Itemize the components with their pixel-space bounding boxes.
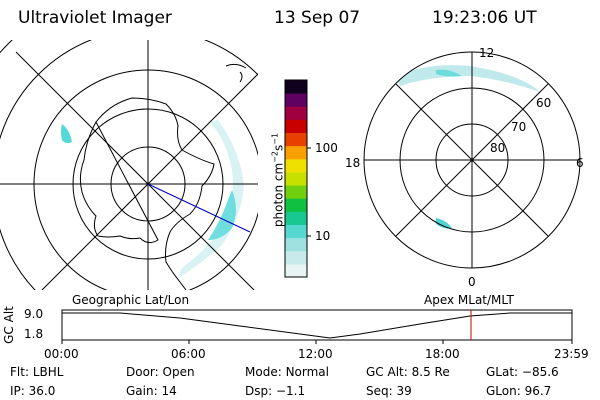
x-tick-0000: 00:00 bbox=[44, 347, 79, 361]
apex-title: Apex MLat/MLT bbox=[424, 293, 514, 307]
colorbar-band bbox=[285, 119, 307, 134]
geo-title: Geographic Lat/Lon bbox=[72, 293, 190, 307]
colorbar-band bbox=[285, 198, 307, 212]
status-glat: GLat: −85.6 bbox=[486, 365, 559, 379]
y-tick-9: 9.0 bbox=[24, 307, 44, 321]
colorbar-band bbox=[285, 250, 307, 265]
colorbar-band bbox=[285, 158, 307, 173]
colorbar-band bbox=[285, 224, 307, 239]
timeline-plot bbox=[61, 309, 573, 344]
colorbar-band bbox=[285, 145, 307, 160]
y-axis-label: GC Alt bbox=[2, 306, 16, 344]
colorbar-band bbox=[285, 80, 307, 94]
mlt-polar-plot bbox=[363, 51, 581, 269]
status-gain: Gain: 14 bbox=[126, 384, 177, 398]
colorbar-band bbox=[285, 106, 307, 120]
status-glon: GLon: 96.7 bbox=[486, 384, 552, 398]
time-label: 19:23:06 UT bbox=[432, 8, 537, 28]
mlt-label-6: 6 bbox=[576, 156, 584, 170]
status-gc-alt: GC Alt: 8.5 Re bbox=[366, 365, 450, 379]
mlt-lat-70: 70 bbox=[511, 120, 527, 134]
aurora-emission-mlt bbox=[396, 65, 540, 92]
mlt-lat-60: 60 bbox=[536, 96, 552, 110]
instrument-title: Ultraviolet Imager bbox=[18, 8, 172, 28]
status-mode: Mode: Normal bbox=[245, 365, 329, 379]
colorbar-tick-10: 10 bbox=[315, 229, 331, 243]
y-tick-1-8: 1.8 bbox=[24, 327, 44, 341]
status-ip: IP: 36.0 bbox=[10, 384, 56, 398]
mlt-label-0: 0 bbox=[468, 275, 476, 289]
status-seq: Seq: 39 bbox=[366, 384, 412, 398]
mlt-lat-80: 80 bbox=[490, 141, 506, 155]
x-tick-1800: 18:00 bbox=[425, 347, 460, 361]
pole-line bbox=[147, 183, 251, 233]
mlt-label-12: 12 bbox=[479, 46, 495, 60]
colorbar-band bbox=[285, 211, 307, 225]
x-tick-1200: 12:00 bbox=[298, 347, 333, 361]
status-door: Door: Open bbox=[126, 365, 195, 379]
aurora-emission-geo bbox=[61, 120, 244, 278]
colorbar-unit-label: photon cm−2s−1 bbox=[270, 132, 286, 228]
colorbar-band bbox=[285, 185, 307, 199]
altitude-curve bbox=[62, 312, 572, 339]
date-label: 13 Sep 07 bbox=[274, 8, 361, 28]
colorbar-band bbox=[285, 93, 307, 107]
colorbar-band bbox=[285, 237, 307, 252]
colorbar-band bbox=[285, 132, 307, 147]
status-filter: Flt: LBHL bbox=[10, 365, 64, 379]
coastline bbox=[79, 97, 215, 290]
x-tick-0600: 06:00 bbox=[171, 347, 206, 361]
status-dsp: Dsp: −1.1 bbox=[245, 384, 306, 398]
colorbar-band bbox=[285, 263, 307, 278]
x-tick-2359: 23:59 bbox=[554, 347, 589, 361]
geographic-map bbox=[0, 40, 258, 290]
mlt-label-18: 18 bbox=[345, 156, 361, 170]
colorbar-band bbox=[285, 171, 307, 186]
color-bar bbox=[284, 79, 311, 278]
colorbar-tick-100: 100 bbox=[315, 141, 338, 155]
